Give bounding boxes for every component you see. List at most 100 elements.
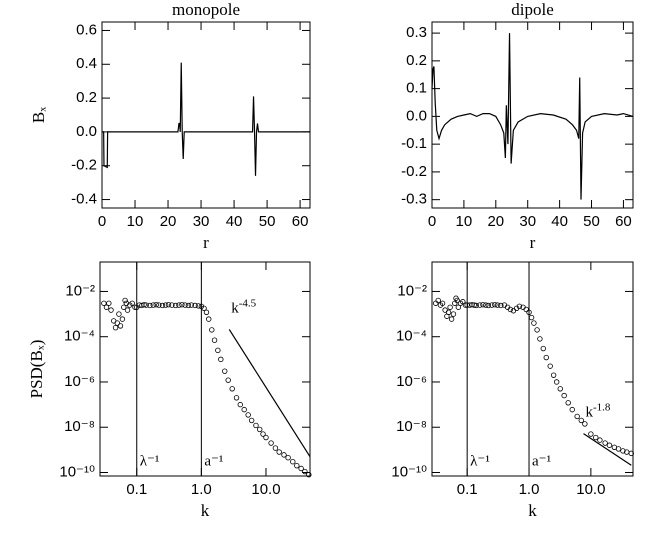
y-tick-label: 0.1 [406, 80, 427, 97]
data-point [172, 302, 179, 309]
data-point [433, 300, 439, 306]
data-point [588, 431, 594, 437]
data-point [276, 449, 282, 455]
data-point [460, 299, 466, 305]
data-point [439, 300, 446, 306]
data-point [540, 345, 546, 352]
chart-title: monopole [172, 0, 240, 19]
data-point [263, 434, 269, 441]
data-point [114, 320, 120, 326]
data-point [452, 300, 458, 306]
data-point [602, 440, 608, 446]
data-point [597, 437, 603, 443]
data-point [557, 386, 563, 392]
data-point [480, 301, 486, 308]
data-point [450, 311, 457, 317]
data-point [615, 446, 622, 452]
data-point [290, 458, 296, 465]
data-point [445, 309, 452, 315]
data-point [569, 406, 575, 413]
data-point [534, 327, 540, 333]
y-tick-label: 10⁻² [65, 282, 95, 299]
data-point [455, 304, 462, 310]
data-point [192, 302, 198, 309]
y-tick-label: 0.3 [406, 24, 427, 41]
data-point [306, 471, 312, 478]
data-point [574, 413, 580, 420]
data-point [483, 302, 489, 308]
y-tick-label: 0.0 [76, 123, 97, 140]
data-point [565, 400, 571, 406]
y-tick-label: 10⁻² [397, 282, 427, 299]
data-point [473, 302, 479, 309]
x-tick-label: 10.0 [576, 481, 605, 498]
y-tick-label: -0.3 [401, 191, 427, 208]
data-point [489, 302, 495, 308]
x-tick-label: 40 [226, 213, 243, 230]
data-point [153, 301, 159, 308]
x-tick-label: 10 [127, 213, 144, 230]
data-point [206, 316, 212, 322]
data-point [606, 442, 613, 448]
data-point [454, 297, 460, 304]
data-point [117, 323, 124, 329]
x-tick-label: 1.0 [519, 481, 540, 498]
power-law-exponent: -1.8 [593, 401, 611, 413]
data-point [132, 304, 138, 310]
data-point [112, 325, 119, 331]
data-point [188, 302, 195, 308]
y-tick-label: 0.0 [406, 107, 427, 124]
data-point [237, 401, 243, 408]
y-tick-label: 0.6 [76, 21, 97, 38]
y-tick-label: 10⁻¹⁰ [391, 463, 427, 480]
data-point [294, 462, 300, 469]
y-tick-label: 10⁻⁸ [64, 418, 95, 435]
y-tick-label: 10⁻⁶ [396, 373, 427, 390]
y-tick-label: 0.2 [76, 89, 97, 106]
data-point [108, 307, 114, 313]
y-tick-label: 10⁻¹⁰ [59, 463, 95, 480]
x-tick-label: 60 [292, 213, 309, 230]
y-tick-label: 10⁻⁸ [396, 418, 427, 435]
data-point [159, 302, 166, 309]
data-point [253, 422, 259, 429]
data-point [122, 297, 128, 304]
data-point [169, 302, 175, 308]
x-axis-label: k [528, 501, 537, 520]
data-point [124, 307, 131, 313]
plot-frame [99, 261, 311, 477]
x-tick-label: 60 [615, 213, 632, 230]
data-point [106, 300, 112, 306]
data-point [272, 445, 279, 451]
power-law-label: k-4.5 [231, 297, 256, 317]
reference-label: a⁻¹ [532, 453, 551, 469]
data-point [537, 336, 543, 342]
data-point [547, 363, 553, 369]
x-tick-label: 40 [551, 213, 568, 230]
data-point [543, 354, 549, 361]
data-point [477, 302, 483, 308]
data-point [141, 301, 147, 308]
y-tick-label: 10⁻⁴ [396, 328, 427, 345]
data-point [485, 302, 492, 309]
data-point [203, 309, 210, 315]
y-tick-label: 0.2 [406, 52, 427, 69]
data-point [553, 379, 560, 385]
plot-frame [431, 261, 634, 477]
data-point [248, 417, 255, 424]
data-point [516, 303, 523, 310]
data-point [268, 440, 274, 446]
data-point [150, 302, 156, 308]
plot-frame [431, 21, 634, 209]
data-point [162, 302, 169, 308]
plot-frame [101, 21, 311, 209]
data-point [245, 412, 251, 418]
data-point [528, 314, 535, 321]
data-point [165, 301, 172, 308]
data-point [582, 421, 588, 427]
power-law-line [228, 329, 311, 457]
data-point [182, 302, 188, 308]
reference-label: λ⁻¹ [140, 453, 160, 469]
data-point [222, 368, 228, 374]
